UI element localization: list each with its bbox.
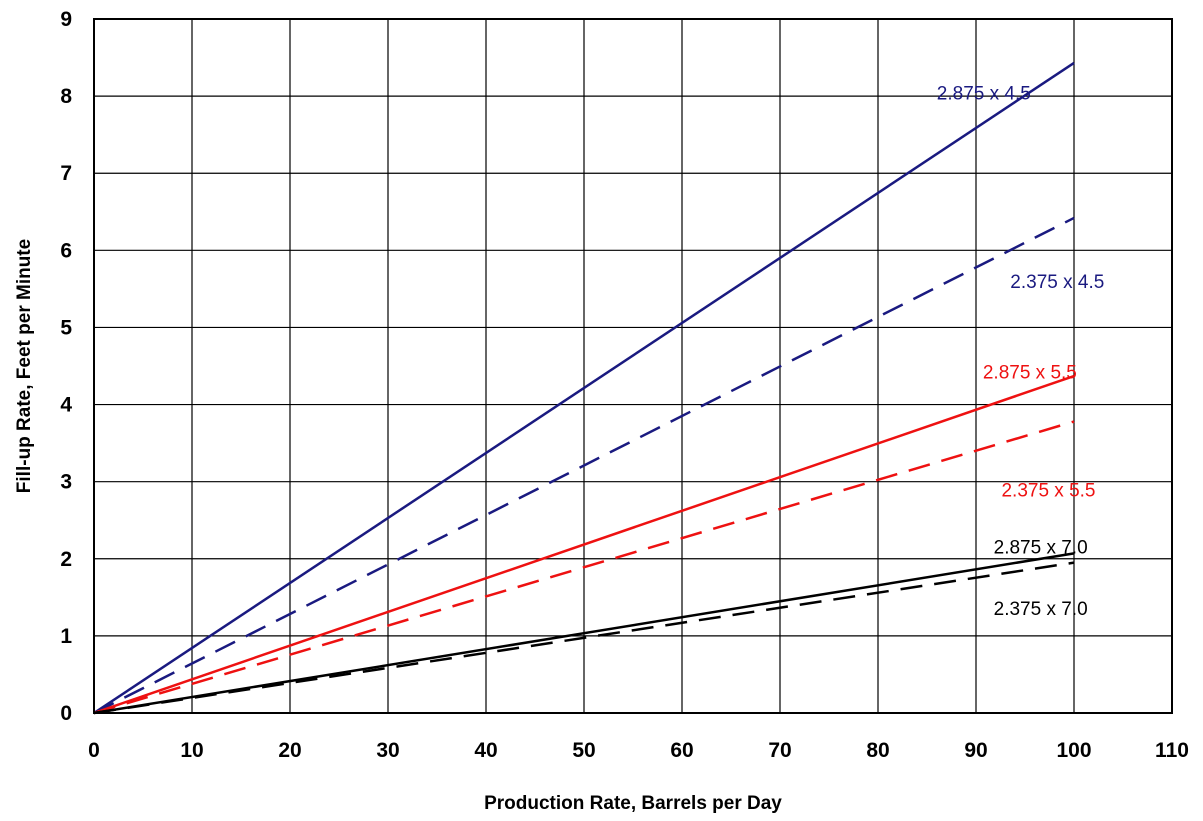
x-tick-label: 100 xyxy=(1056,739,1091,762)
y-tick-labels: 0 1 2 3 4 5 6 7 8 9 xyxy=(60,8,72,725)
y-tick-label: 8 xyxy=(60,85,72,108)
series-label: 2.375 x 5.5 xyxy=(1001,480,1095,501)
plot-frame xyxy=(93,18,1173,714)
x-tick-labels: 0 10 20 30 40 50 60 70 80 90 100 110 xyxy=(88,739,1189,762)
y-tick-label: 2 xyxy=(60,548,72,571)
series-line-2-375-x-5-5 xyxy=(93,420,1075,715)
x-tick-label: 30 xyxy=(376,739,399,762)
series-line-2-875-x-7-0 xyxy=(93,552,1075,715)
y-tick-label: 5 xyxy=(60,316,72,339)
x-tick-label: 20 xyxy=(278,739,301,762)
series-lines xyxy=(93,61,1075,715)
series-label: 2.875 x 4.5 xyxy=(937,83,1031,104)
y-tick-label: 3 xyxy=(60,471,72,494)
x-tick-label: 110 xyxy=(1155,739,1189,762)
series-line-2-375-x-7-0 xyxy=(93,561,1075,715)
series-label: 2.375 x 7.0 xyxy=(994,599,1088,620)
series-label: 2.875 x 7.0 xyxy=(994,537,1088,558)
plot-background xyxy=(94,19,1172,713)
y-tick-label: 7 xyxy=(60,162,72,185)
x-tick-label: 60 xyxy=(670,739,693,762)
x-tick-label: 70 xyxy=(768,739,791,762)
x-tick-label: 50 xyxy=(572,739,595,762)
series-label: 2.375 x 4.5 xyxy=(1010,272,1104,293)
series-line-2-375-x-4-5 xyxy=(93,216,1075,715)
x-tick-label: 80 xyxy=(866,739,889,762)
y-tick-label: 0 xyxy=(60,702,72,725)
y-tick-label: 9 xyxy=(60,8,72,31)
y-axis-title: Fill-up Rate, Feet per Minute xyxy=(14,239,35,493)
y-tick-label: 1 xyxy=(60,625,72,648)
series-line-2-875-x-4-5 xyxy=(93,61,1075,715)
series-labels: 2.875 x 4.5 2.375 x 4.5 2.875 x 5.5 2.375 x… xyxy=(937,83,1105,620)
y-tick-label: 4 xyxy=(60,394,72,417)
x-tick-label: 0 xyxy=(88,739,100,762)
series-label: 2.875 x 5.5 xyxy=(983,362,1077,383)
x-tick-label: 90 xyxy=(964,739,987,762)
x-tick-label: 10 xyxy=(180,739,203,762)
x-axis-title: Production Rate, Barrels per Day xyxy=(484,793,782,814)
series-line-2-875-x-5-5 xyxy=(93,374,1075,715)
x-tick-label: 40 xyxy=(474,739,497,762)
y-tick-label: 6 xyxy=(60,239,72,262)
